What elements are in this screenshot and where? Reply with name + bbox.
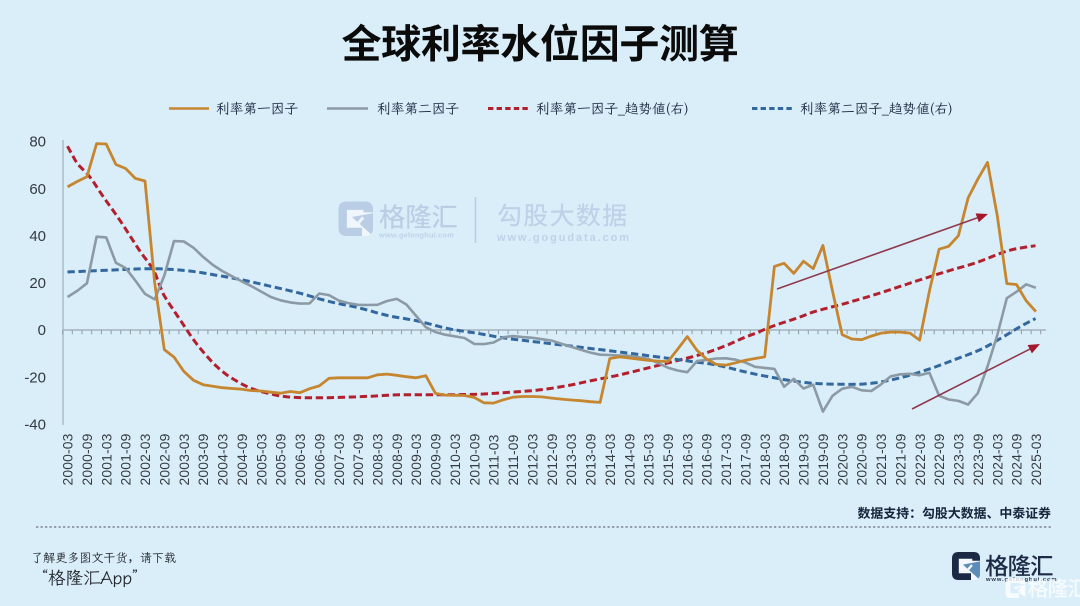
svg-text:2017-03: 2017-03 xyxy=(718,433,734,485)
svg-text:2019-03: 2019-03 xyxy=(796,433,812,485)
svg-text:2016-03: 2016-03 xyxy=(679,433,695,485)
svg-text:2006-09: 2006-09 xyxy=(311,433,327,485)
svg-text:2025-03: 2025-03 xyxy=(1028,433,1044,485)
svg-text:2002-09: 2002-09 xyxy=(156,433,172,485)
svg-text:2007-03: 2007-03 xyxy=(331,433,347,485)
svg-text:2004-03: 2004-03 xyxy=(215,433,231,485)
svg-text:80: 80 xyxy=(29,134,46,151)
svg-text:20: 20 xyxy=(29,275,46,292)
svg-text:2024-09: 2024-09 xyxy=(1009,433,1025,485)
svg-text:2024-03: 2024-03 xyxy=(989,433,1005,485)
svg-text:2006-03: 2006-03 xyxy=(292,433,308,485)
svg-text:-20: -20 xyxy=(24,369,46,386)
svg-text:2011-09: 2011-09 xyxy=(505,434,521,485)
svg-text:0: 0 xyxy=(38,322,46,339)
svg-text:2015-09: 2015-09 xyxy=(660,433,676,485)
svg-text:2009-03: 2009-03 xyxy=(408,433,424,485)
svg-text:2012-03: 2012-03 xyxy=(524,433,540,485)
svg-text:2014-09: 2014-09 xyxy=(621,433,637,485)
svg-text:2007-09: 2007-09 xyxy=(350,433,366,485)
svg-text:2000-09: 2000-09 xyxy=(79,433,95,485)
svg-text:2020-09: 2020-09 xyxy=(854,433,870,485)
svg-text:2015-03: 2015-03 xyxy=(641,433,657,485)
svg-text:60: 60 xyxy=(29,181,46,198)
svg-text:2012-09: 2012-09 xyxy=(544,433,560,485)
svg-text:2013-03: 2013-03 xyxy=(563,433,579,485)
svg-text:2018-03: 2018-03 xyxy=(757,433,773,485)
svg-text:2021-09: 2021-09 xyxy=(892,433,908,485)
svg-text:2011-03: 2011-03 xyxy=(486,434,502,485)
svg-text:2003-03: 2003-03 xyxy=(176,433,192,485)
svg-text:2019-09: 2019-09 xyxy=(815,433,831,485)
svg-text:2022-09: 2022-09 xyxy=(931,433,947,485)
svg-text:2008-03: 2008-03 xyxy=(370,433,386,485)
svg-text:2004-09: 2004-09 xyxy=(234,433,250,485)
svg-text:2001-09: 2001-09 xyxy=(118,433,134,485)
svg-text:2022-03: 2022-03 xyxy=(912,433,928,485)
svg-text:2001-03: 2001-03 xyxy=(98,433,114,485)
svg-text:2010-09: 2010-09 xyxy=(466,433,482,485)
svg-text:2005-03: 2005-03 xyxy=(253,433,269,485)
svg-text:2023-03: 2023-03 xyxy=(951,433,967,485)
svg-text:2017-09: 2017-09 xyxy=(738,433,754,485)
svg-text:www.gogudata.com: www.gogudata.com xyxy=(496,232,631,244)
svg-text:2023-09: 2023-09 xyxy=(970,433,986,485)
svg-text:2010-03: 2010-03 xyxy=(447,433,463,485)
svg-text:2005-09: 2005-09 xyxy=(273,433,289,485)
svg-text:2009-09: 2009-09 xyxy=(428,433,444,485)
svg-text:2003-09: 2003-09 xyxy=(195,433,211,485)
svg-text:2014-03: 2014-03 xyxy=(602,433,618,485)
svg-text:2013-09: 2013-09 xyxy=(583,433,599,485)
svg-text:2016-09: 2016-09 xyxy=(699,433,715,485)
svg-text:2020-03: 2020-03 xyxy=(834,433,850,485)
svg-text:40: 40 xyxy=(29,228,46,245)
svg-text:2008-09: 2008-09 xyxy=(389,433,405,485)
svg-text:-40: -40 xyxy=(24,417,46,434)
svg-text:2002-03: 2002-03 xyxy=(137,433,153,485)
svg-text:2018-09: 2018-09 xyxy=(776,433,792,485)
svg-text:2021-03: 2021-03 xyxy=(873,433,889,485)
svg-text:www.gelonghui.com: www.gelonghui.com xyxy=(378,231,454,240)
svg-text:2000-03: 2000-03 xyxy=(60,433,76,485)
